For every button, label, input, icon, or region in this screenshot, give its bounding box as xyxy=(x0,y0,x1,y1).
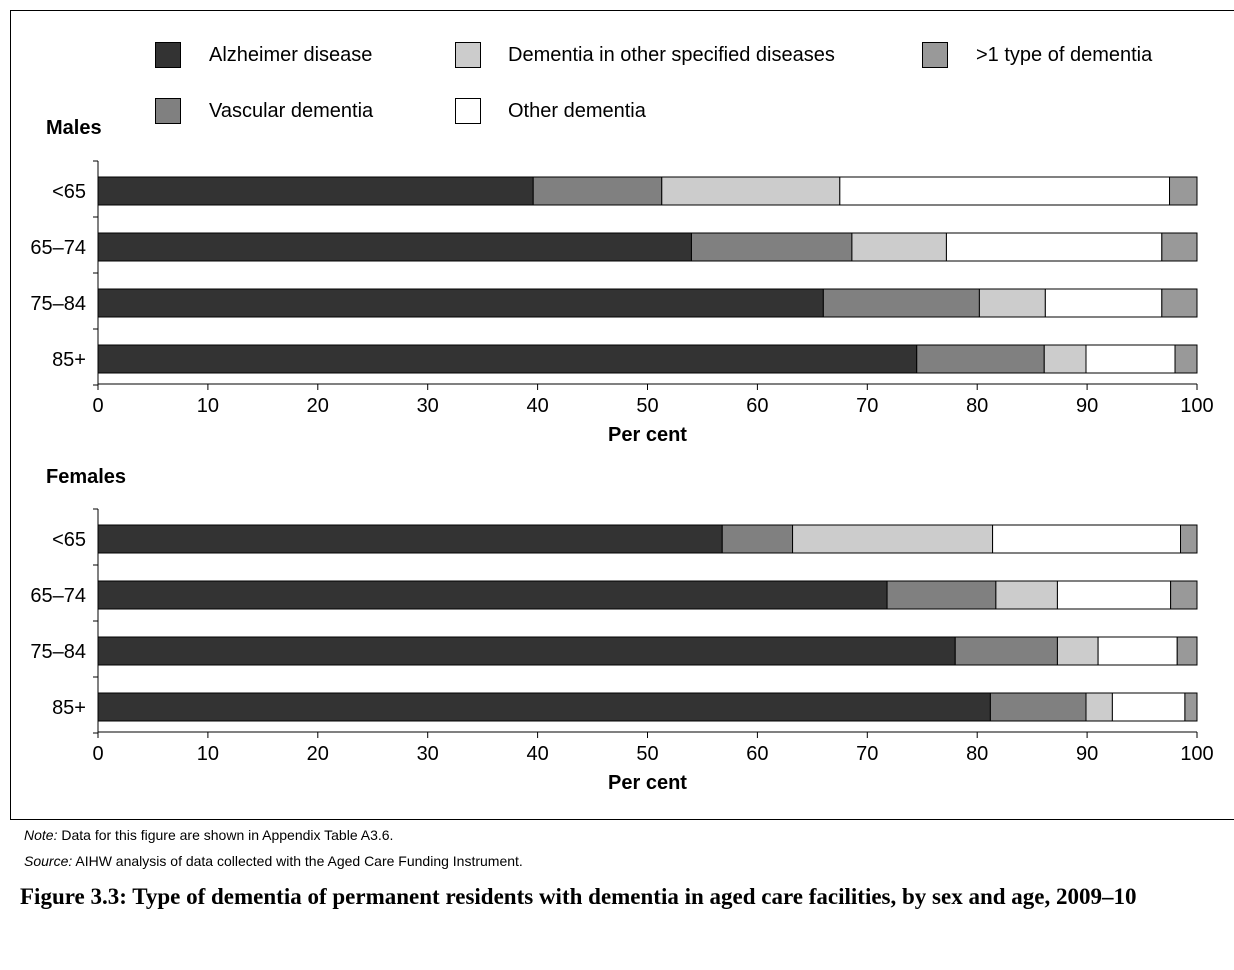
chart-males: <65 65–74 75–84 85+ 0 10 20 30 40 50 60 70 80 90 100 Pe… xyxy=(30,160,1214,446)
females-x-tick-label: 70 xyxy=(856,743,878,765)
chart-females: <65 65–74 75–84 85+ 0 10 20 30 40 50 60 70 80 90 100 Pe… xyxy=(30,508,1214,794)
figure-caption: Figure 3.3: Type of dementia of permanen… xyxy=(20,884,1137,909)
legend-label-multiple: >1 type of dementia xyxy=(976,44,1153,66)
females-x-tick-label: 50 xyxy=(636,743,658,765)
females-x-tick-label: 100 xyxy=(1180,743,1213,765)
legend-swatch-vascular xyxy=(155,98,181,124)
females-bar-other-dementia-75-84 xyxy=(1097,636,1178,666)
males-x-tick-label: 10 xyxy=(197,395,219,417)
females-category-label: 75–84 xyxy=(30,641,86,663)
females-x-tick-label: 40 xyxy=(526,743,548,765)
males-category-label: 85+ xyxy=(52,349,86,371)
females-bar-alzheimer-disease-85 xyxy=(97,692,991,722)
legend-swatch-multiple xyxy=(922,42,948,68)
females-category-label: 65–74 xyxy=(30,585,86,607)
legend-swatch-alzheimer xyxy=(155,42,181,68)
females-bar-vascular-dementia-65-74 xyxy=(886,580,997,610)
males-x-axis-label: Per cent xyxy=(608,424,687,446)
males-category-label: <65 xyxy=(52,181,86,203)
females-bar-1-type-of-dementia-65 xyxy=(1180,524,1198,554)
note-label: Note: xyxy=(24,827,58,843)
females-bar-vascular-dementia-65 xyxy=(721,524,794,554)
males-x-tick-label: 0 xyxy=(92,395,103,417)
males-bar-other-dementia-85 xyxy=(1085,344,1176,374)
males-bar-dementia-in-other-specified-diseases-65-74 xyxy=(851,232,947,262)
females-bar-other-dementia-85 xyxy=(1111,692,1186,722)
males-bar-1-type-of-dementia-65-74 xyxy=(1161,232,1198,262)
males-x-tick-label: 90 xyxy=(1076,395,1098,417)
males-x-tick-label: 80 xyxy=(966,395,988,417)
females-bar-1-type-of-dementia-75-84 xyxy=(1176,636,1198,666)
males-bar-vascular-dementia-75-84 xyxy=(822,288,980,318)
figure-frame xyxy=(10,10,1234,820)
males-x-tick-label: 60 xyxy=(746,395,768,417)
males-bar-vascular-dementia-65 xyxy=(532,176,663,206)
males-x-tick-label: 100 xyxy=(1180,395,1213,417)
legend-label-alzheimer: Alzheimer disease xyxy=(209,44,373,66)
females-bar-1-type-of-dementia-85 xyxy=(1184,692,1198,722)
females-x-tick-label: 60 xyxy=(746,743,768,765)
females-bar-dementia-in-other-specified-diseases-65-74 xyxy=(995,580,1058,610)
legend-label-vascular: Vascular dementia xyxy=(209,100,374,122)
females-category-label: 85+ xyxy=(52,697,86,719)
females-bar-alzheimer-disease-75-84 xyxy=(97,636,956,666)
males-x-tick-label: 30 xyxy=(417,395,439,417)
females-x-tick-label: 20 xyxy=(307,743,329,765)
males-x-tick-label: 40 xyxy=(526,395,548,417)
females-bar-vascular-dementia-85 xyxy=(989,692,1087,722)
females-bar-dementia-in-other-specified-diseases-85 xyxy=(1085,692,1113,722)
note-line: Note: Data for this figure are shown in … xyxy=(24,827,393,843)
females-bar-1-type-of-dementia-65-74 xyxy=(1170,580,1198,610)
source-line: Source: AIHW analysis of data collected … xyxy=(24,853,523,869)
panel-title-females: Females xyxy=(46,466,127,488)
legend-label-other-specified: Dementia in other specified diseases xyxy=(508,44,835,66)
panel-title-males: Males xyxy=(46,117,102,139)
males-bar-1-type-of-dementia-65 xyxy=(1169,176,1198,206)
males-bar-vascular-dementia-65-74 xyxy=(690,232,853,262)
females-bar-dementia-in-other-specified-diseases-75-84 xyxy=(1056,636,1099,666)
males-bar-1-type-of-dementia-85 xyxy=(1174,344,1198,374)
females-x-tick-label: 90 xyxy=(1076,743,1098,765)
note-text: Data for this figure are shown in Append… xyxy=(57,827,394,843)
males-x-tick-label: 70 xyxy=(856,395,878,417)
females-x-axis-label: Per cent xyxy=(608,772,687,794)
males-x-tick-label: 50 xyxy=(636,395,658,417)
legend-swatch-other-specified xyxy=(455,42,481,68)
males-bar-dementia-in-other-specified-diseases-75-84 xyxy=(978,288,1046,318)
females-category-label: <65 xyxy=(52,529,86,551)
males-bar-1-type-of-dementia-75-84 xyxy=(1161,288,1198,318)
males-bar-vascular-dementia-85 xyxy=(916,344,1045,374)
males-category-label: 75–84 xyxy=(30,293,86,315)
males-bar-alzheimer-disease-75-84 xyxy=(97,288,824,318)
females-bar-other-dementia-65-74 xyxy=(1056,580,1172,610)
females-x-tick-label: 10 xyxy=(197,743,219,765)
legend-label-other: Other dementia xyxy=(508,100,646,122)
males-bar-alzheimer-disease-85 xyxy=(97,344,918,374)
males-bar-other-dementia-75-84 xyxy=(1044,288,1163,318)
males-category-label: 65–74 xyxy=(30,237,86,259)
females-bar-alzheimer-disease-65 xyxy=(97,524,723,554)
males-bar-alzheimer-disease-65-74 xyxy=(97,232,692,262)
males-bar-other-dementia-65 xyxy=(839,176,1171,206)
females-x-tick-label: 0 xyxy=(92,743,103,765)
females-bar-vascular-dementia-75-84 xyxy=(954,636,1058,666)
females-bar-other-dementia-65 xyxy=(992,524,1182,554)
males-bar-other-dementia-65-74 xyxy=(945,232,1163,262)
legend-swatch-other xyxy=(455,98,481,124)
females-bar-alzheimer-disease-65-74 xyxy=(97,580,888,610)
source-text: AIHW analysis of data collected with the… xyxy=(72,853,523,869)
females-x-tick-label: 30 xyxy=(417,743,439,765)
males-bar-alzheimer-disease-65 xyxy=(97,176,534,206)
females-x-tick-label: 80 xyxy=(966,743,988,765)
males-bar-dementia-in-other-specified-diseases-65 xyxy=(661,176,841,206)
males-x-tick-label: 20 xyxy=(307,395,329,417)
females-bar-dementia-in-other-specified-diseases-65 xyxy=(792,524,994,554)
source-label: Source: xyxy=(24,853,73,869)
males-bar-dementia-in-other-specified-diseases-85 xyxy=(1043,344,1087,374)
